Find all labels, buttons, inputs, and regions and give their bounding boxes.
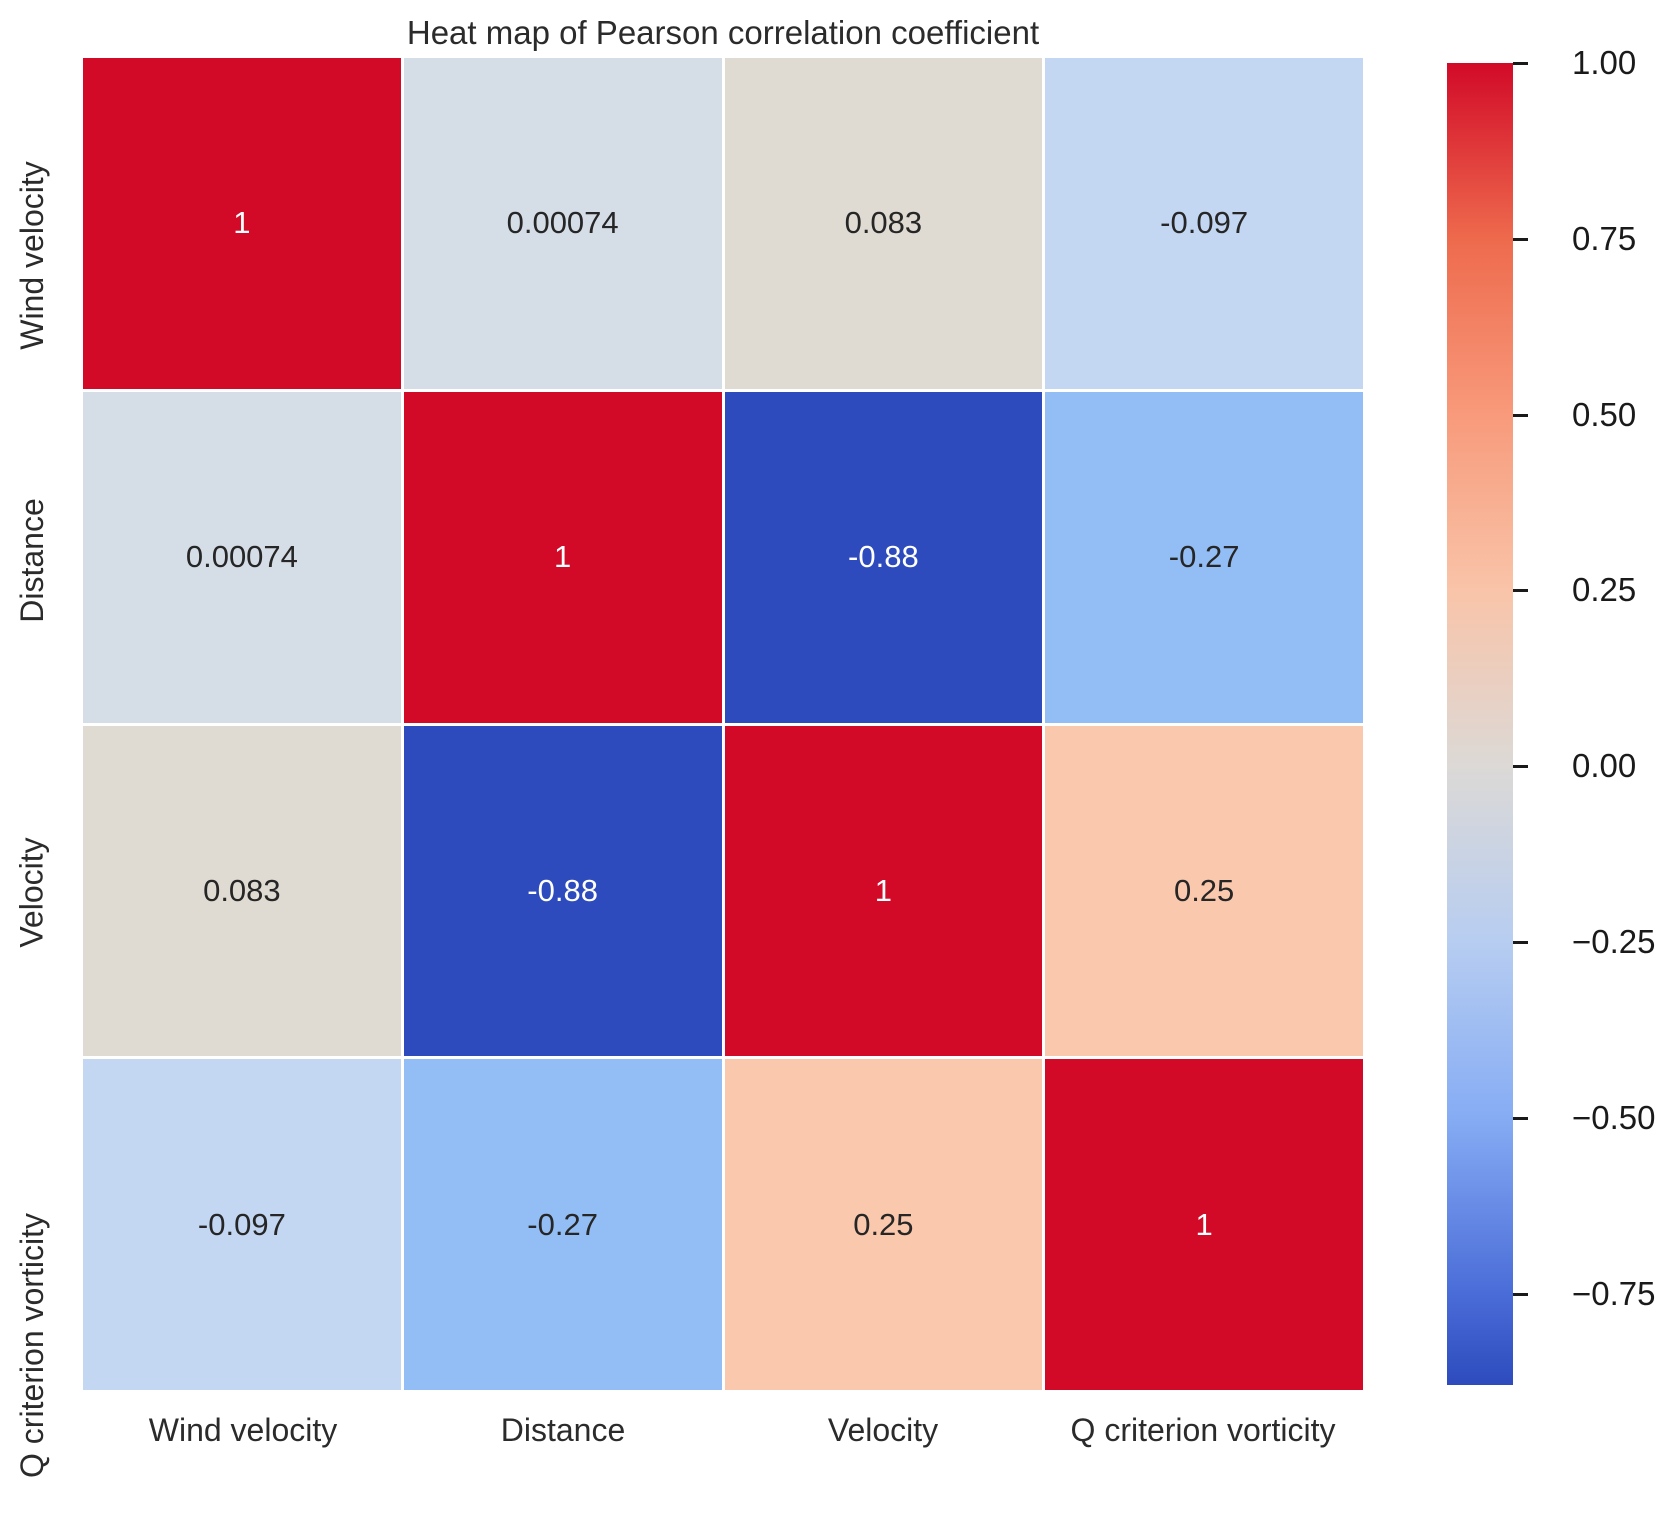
cell-value: -0.88 <box>527 872 598 908</box>
y-tick-text: Velocity <box>13 836 50 948</box>
colorbar-tick-label-3: 0.25 <box>1572 571 1637 609</box>
heatmap-cell-r2c1: -0.88 <box>403 725 722 1057</box>
colorbar-tick-label-2: 0.50 <box>1572 395 1637 433</box>
colorbar-tick-mark <box>1513 940 1528 944</box>
cell-value: 1 <box>554 539 572 575</box>
x-tick-label-1: Distance <box>500 1412 626 1448</box>
x-tick-label-0: Wind velocity <box>148 1412 338 1448</box>
heatmap-cell-r0c0: 1 <box>83 58 401 389</box>
cell-value: -0.27 <box>1168 539 1240 575</box>
cell-value: 0.25 <box>1173 872 1235 908</box>
heatmap-cell-r3c1: -0.27 <box>403 1059 722 1390</box>
heatmap-cell-r3c3: 1 <box>1045 1059 1363 1390</box>
chart-title: Heat map of Pearson correlation coeffici… <box>406 14 1040 51</box>
colorbar-tick-label-5: −0.25 <box>1572 922 1656 960</box>
cell-value: 1 <box>1195 1206 1213 1242</box>
x-tick-label-3: Q criterion vorticity <box>1070 1412 1336 1448</box>
cell-value: -0.097 <box>197 1206 286 1242</box>
cell-value: -0.27 <box>527 1206 598 1242</box>
colorbar-tick-mark <box>1513 237 1528 241</box>
colorbar-tick-label-1: 0.75 <box>1572 219 1637 257</box>
cell-value: 1 <box>233 205 251 241</box>
colorbar-tick-mark <box>1513 62 1528 65</box>
colorbar-tick-label-6: −0.50 <box>1572 1098 1656 1136</box>
heatmap-cell-r0c1: 0.00074 <box>403 58 722 389</box>
heatmap-cell-r1c1: 1 <box>403 391 722 723</box>
cell-value: -0.097 <box>1160 205 1249 241</box>
cell-value: 0.083 <box>844 205 923 241</box>
colorbar-tick-mark <box>1513 1116 1528 1120</box>
heatmap-cell-r0c3: -0.097 <box>1045 58 1363 389</box>
cell-value: 0.25 <box>853 1206 914 1242</box>
colorbar-tick-label-4: 0.00 <box>1572 747 1637 785</box>
heatmap-cell-r2c0: 0.083 <box>83 725 401 1057</box>
cell-value: 0.00074 <box>185 539 298 575</box>
y-tick-text: Wind velocity <box>13 160 50 350</box>
y-tick-text: Q criterion vorticity <box>13 1212 50 1478</box>
colorbar-tick-mark <box>1513 413 1528 417</box>
cell-value: -0.88 <box>848 539 919 575</box>
heatmap-cell-r1c2: -0.88 <box>724 391 1043 723</box>
heatmap-cell-r3c0: -0.097 <box>83 1059 401 1390</box>
x-tick-label-2: Velocity <box>827 1412 939 1448</box>
heatmap-grid: 1 0.00074 0.083 -0.097 0.00074 1 -0.88 -0.27 0.0… <box>83 58 1363 1390</box>
colorbar <box>1447 63 1513 1385</box>
colorbar-tick-mark <box>1513 589 1528 593</box>
heatmap-cell-r2c3: 0.25 <box>1045 725 1363 1057</box>
heatmap-cell-r3c2: 0.25 <box>724 1059 1043 1390</box>
heatmap-cell-r1c0: 0.00074 <box>83 391 401 723</box>
colorbar-tick-mark <box>1513 1292 1528 1296</box>
cell-value: 1 <box>874 872 892 908</box>
heatmap-cell-r1c3: -0.27 <box>1045 391 1363 723</box>
cell-value: 0.083 <box>203 872 281 908</box>
cell-value: 0.00074 <box>506 205 619 241</box>
y-tick-text: Distance <box>13 497 50 623</box>
heatmap-cell-r0c2: 0.083 <box>724 58 1043 389</box>
heatmap-cell-r2c2: 1 <box>724 725 1043 1057</box>
colorbar-tick-label-7: −0.75 <box>1572 1274 1656 1312</box>
colorbar-tick-mark <box>1513 765 1528 769</box>
colorbar-tick-label-0: 1.00 <box>1572 44 1637 81</box>
